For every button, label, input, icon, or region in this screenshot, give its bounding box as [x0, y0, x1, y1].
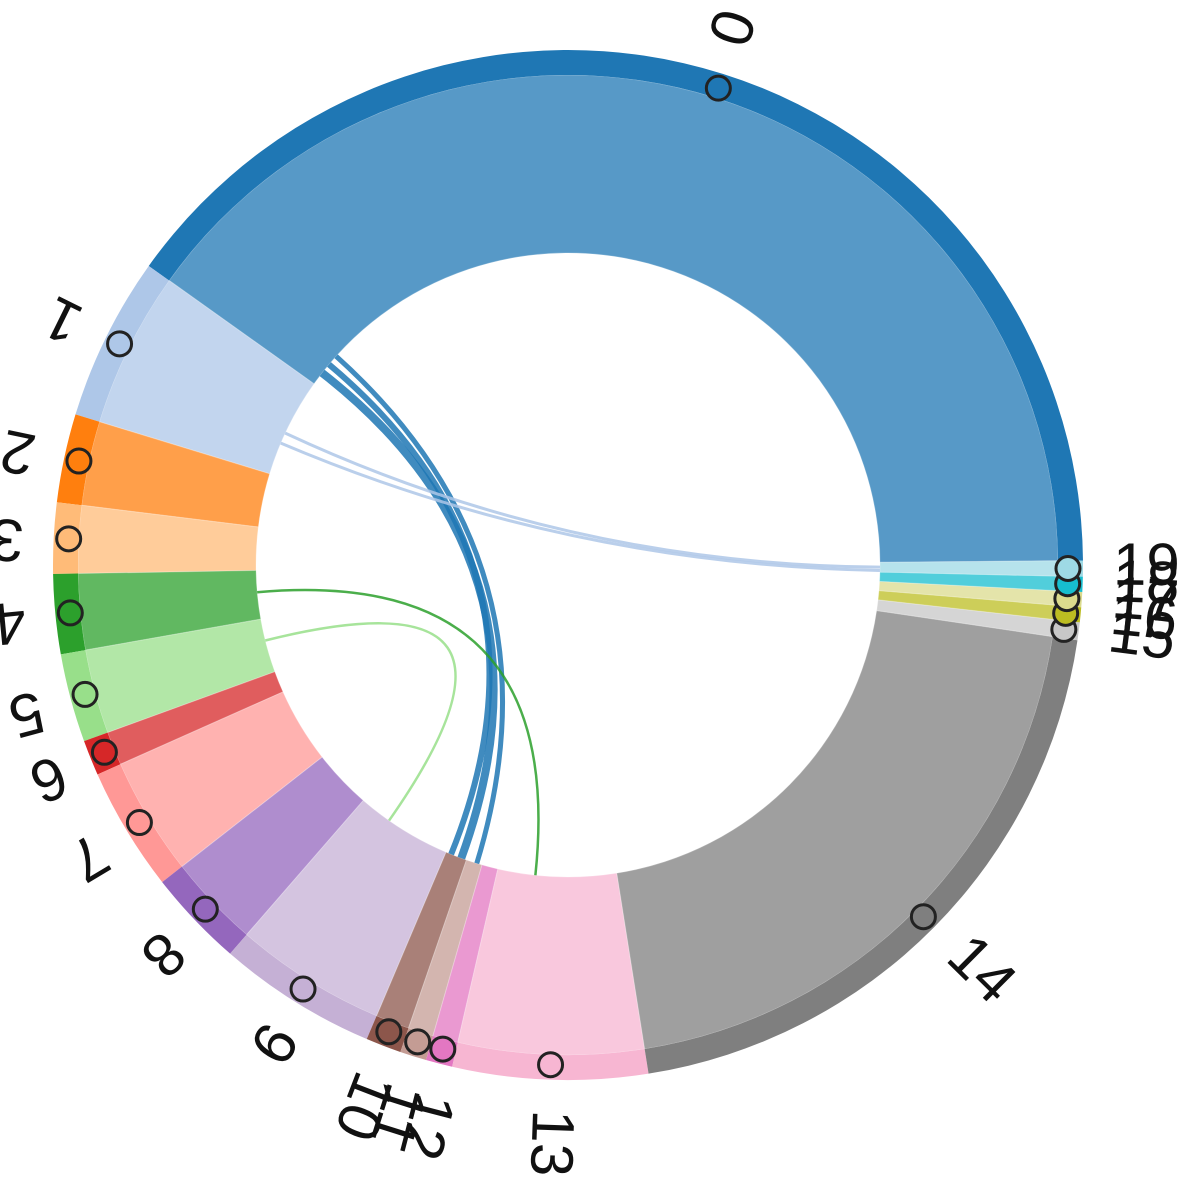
node-dot — [909, 903, 937, 931]
node-label: 13 — [518, 1109, 587, 1178]
link-fan — [616, 610, 1054, 1050]
link-fan — [81, 421, 271, 528]
node-label: 4 — [0, 589, 29, 659]
node-label: 17 — [1110, 564, 1181, 635]
node-label: 3 — [0, 506, 25, 575]
node-dot — [537, 1051, 565, 1079]
link — [264, 622, 457, 822]
node-dot — [125, 809, 153, 837]
node-label: 9 — [237, 1012, 312, 1076]
node-label: 7 — [57, 821, 120, 896]
node-label: 5 — [2, 678, 52, 751]
node-dot — [704, 74, 732, 102]
link — [327, 362, 493, 856]
node-label: 14 — [935, 921, 1030, 1016]
node-dot — [289, 975, 317, 1003]
node-dot — [404, 1028, 432, 1056]
link-fan — [77, 569, 262, 651]
node-label: 19 — [1113, 531, 1180, 598]
node-label: 18 — [1112, 547, 1181, 616]
node-dot — [106, 330, 134, 358]
node-dot — [1054, 554, 1082, 582]
link-fan — [181, 756, 365, 936]
node-dot — [55, 525, 83, 553]
link-fan — [457, 868, 646, 1056]
node-label: 15 — [1105, 597, 1180, 672]
node-dot — [56, 599, 84, 627]
node-label: 2 — [0, 417, 41, 489]
node-arc — [644, 636, 1078, 1074]
node-label: 1 — [32, 283, 92, 358]
link-fan — [119, 691, 323, 868]
node-dot — [71, 680, 99, 708]
node-dot — [191, 895, 219, 923]
node-dot — [429, 1035, 457, 1063]
link — [284, 431, 881, 569]
link-fan — [77, 504, 259, 575]
link — [280, 441, 880, 572]
node-label: 0 — [695, 2, 769, 54]
node-dot — [90, 738, 118, 766]
node-label: 12 — [387, 1085, 469, 1166]
link — [257, 588, 540, 876]
node-dot — [65, 447, 93, 475]
link-fan — [84, 618, 276, 734]
node-dot — [375, 1018, 403, 1046]
link-fan — [168, 74, 1059, 563]
node-label: 16 — [1108, 580, 1181, 653]
link — [334, 354, 506, 865]
node-label: 6 — [21, 742, 77, 817]
node-label: 8 — [129, 919, 199, 991]
